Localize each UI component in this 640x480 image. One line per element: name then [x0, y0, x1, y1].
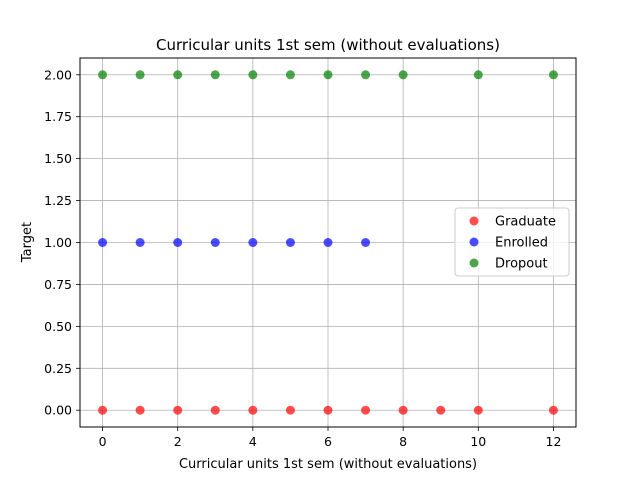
axis-ticks: 0 2 4 6 8 10 12 0.00 0.25 0.50 0.75 1.00 1.25 1.50 1.7…	[44, 67, 561, 449]
y-tick-label: 1.00	[44, 235, 72, 250]
data-point-enrolled	[285, 238, 295, 247]
x-tick-label: 4	[249, 434, 257, 449]
data-point-enrolled	[323, 238, 333, 247]
data-point-dropout	[173, 70, 183, 80]
data-point-enrolled	[98, 238, 108, 247]
data-point-enrolled	[248, 238, 258, 247]
y-tick-label: 1.25	[44, 193, 72, 208]
data-point-graduate	[473, 405, 483, 415]
data-points	[98, 70, 558, 415]
y-axis-label: Target	[20, 222, 35, 263]
x-tick-label: 8	[399, 434, 407, 449]
x-axis-label: Curricular units 1st sem (without evalua…	[179, 457, 477, 472]
legend-marker-graduate	[469, 216, 479, 226]
data-point-graduate	[285, 405, 295, 415]
data-point-graduate	[361, 405, 371, 415]
data-point-graduate	[398, 405, 408, 415]
data-point-graduate	[248, 405, 258, 415]
data-point-enrolled	[210, 238, 220, 247]
legend-marker-enrolled	[469, 237, 479, 247]
data-point-graduate	[323, 405, 333, 415]
chart-title: Curricular units 1st sem (without evalua…	[156, 36, 500, 54]
x-tick-label: 12	[546, 434, 562, 449]
data-point-dropout	[210, 70, 220, 80]
data-point-graduate	[98, 405, 108, 415]
data-point-enrolled	[135, 238, 145, 247]
grid	[80, 58, 576, 427]
legend-label-dropout: Dropout	[495, 257, 548, 272]
legend-frame	[454, 207, 570, 277]
y-tick-label: 0.75	[44, 277, 72, 292]
data-point-dropout	[135, 70, 145, 80]
y-tick-label: 2.00	[44, 67, 72, 82]
legend-marker-dropout	[469, 258, 479, 268]
legend-label-graduate: Graduate	[495, 215, 556, 230]
data-point-dropout	[398, 70, 408, 80]
y-tick-label: 0.50	[44, 319, 72, 334]
x-tick-label: 0	[99, 434, 107, 449]
data-point-graduate	[548, 405, 558, 415]
y-tick-label: 1.50	[44, 151, 72, 166]
data-point-dropout	[323, 70, 333, 80]
data-point-graduate	[210, 405, 220, 415]
data-point-dropout	[248, 70, 258, 80]
legend-label-enrolled: Enrolled	[495, 236, 548, 251]
x-tick-label: 6	[324, 434, 332, 449]
data-point-enrolled	[173, 238, 183, 247]
data-point-graduate	[173, 405, 183, 415]
data-point-dropout	[285, 70, 295, 80]
data-point-enrolled	[361, 238, 371, 247]
legend: Graduate Enrolled Dropout	[454, 207, 570, 277]
y-tick-label: 0.00	[44, 403, 72, 418]
data-point-dropout	[361, 70, 371, 80]
y-tick-label: 1.75	[44, 109, 72, 124]
data-point-dropout	[98, 70, 108, 80]
data-point-graduate	[135, 405, 145, 415]
data-point-dropout	[548, 70, 558, 80]
data-point-dropout	[473, 70, 483, 80]
y-tick-label: 0.25	[44, 361, 72, 376]
data-point-graduate	[436, 405, 446, 415]
x-tick-label: 2	[174, 434, 182, 449]
x-tick-label: 10	[470, 434, 486, 449]
